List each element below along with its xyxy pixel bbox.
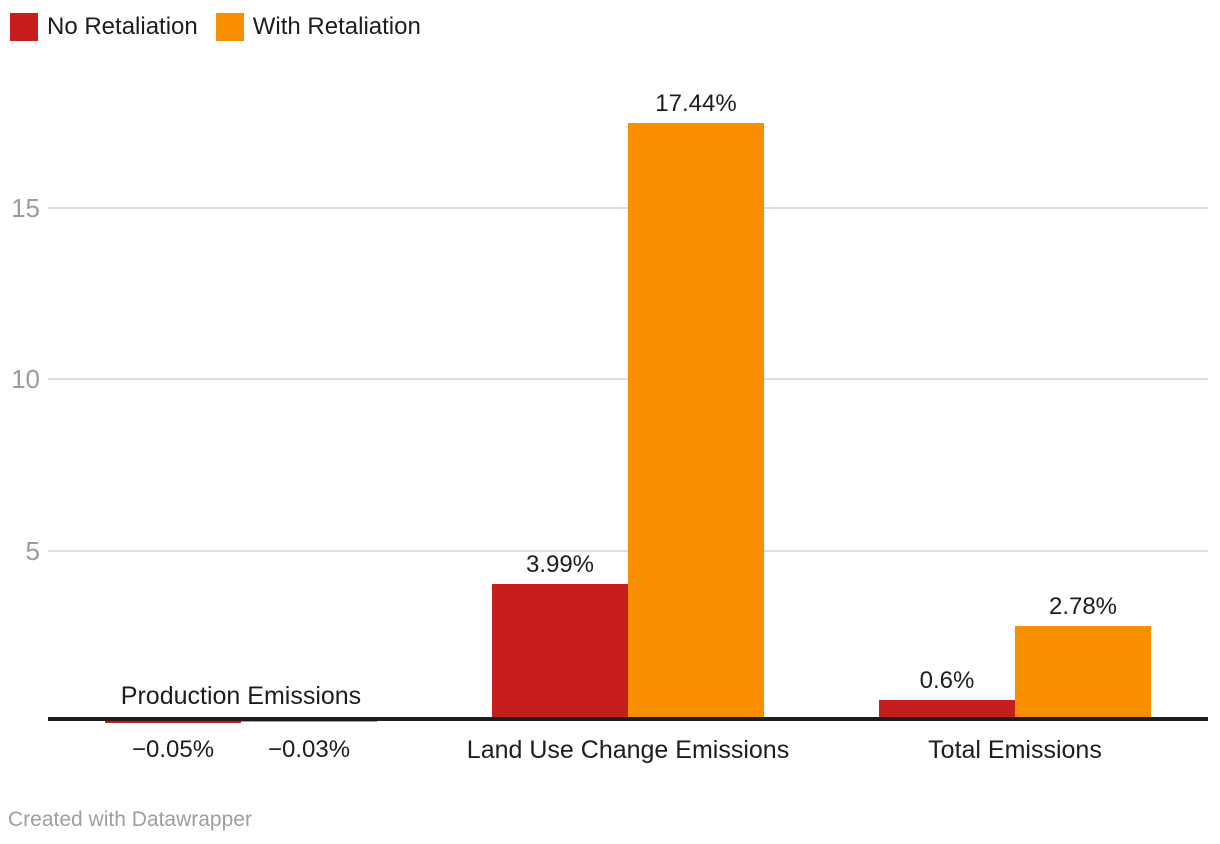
value-label-no-retaliation-total-emissions: 0.6%: [919, 667, 975, 694]
bar-with-retaliation-total-emissions: [1015, 626, 1151, 721]
legend-label-with-retaliation: With Retaliation: [252, 13, 421, 40]
bar-no-retaliation-total-emissions: [879, 700, 1015, 721]
value-label-with-retaliation-production-emissions: −0.03%: [267, 736, 351, 763]
x-axis-line: [48, 717, 1208, 721]
legend-item-with-retaliation: With Retaliation: [215, 13, 421, 41]
value-label-no-retaliation-production-emissions: −0.05%: [131, 736, 215, 763]
legend-label-no-retaliation: No Retaliation: [47, 13, 198, 40]
value-label-with-retaliation-total-emissions: 2.78%: [1048, 593, 1118, 620]
y-axis-tick-label-15: 15: [11, 193, 40, 223]
category-label-production-emissions: Production Emissions: [120, 682, 362, 710]
category-label-total-emissions: Total Emissions: [928, 736, 1102, 764]
bar-no-retaliation-production-emissions: [105, 721, 241, 723]
plot-area: 5 10 15 −0.05% −0.03% Production Emissions 3.9…: [11, 90, 1208, 764]
value-label-no-retaliation-land-use-change-emissions: 3.99%: [525, 551, 595, 578]
bar-with-retaliation-production-emissions: [241, 721, 377, 722]
value-label-with-retaliation-land-use-change-emissions: 17.44%: [655, 90, 737, 117]
bar-no-retaliation-land-use-change-emissions: [492, 584, 628, 721]
y-axis-tick-label-10: 10: [11, 364, 40, 394]
datawrapper-credit-link[interactable]: Created with Datawrapper: [8, 808, 252, 831]
bar-with-retaliation-land-use-change-emissions: [628, 123, 764, 721]
legend-swatch-with-retaliation: [215, 13, 244, 41]
legend: No Retaliation With Retaliation: [10, 13, 421, 41]
legend-swatch-no-retaliation: [10, 13, 38, 41]
category-label-land-use-change-emissions: Land Use Change Emissions: [466, 736, 790, 764]
y-axis-tick-label-5: 5: [25, 536, 40, 566]
legend-item-no-retaliation: No Retaliation: [10, 13, 198, 41]
